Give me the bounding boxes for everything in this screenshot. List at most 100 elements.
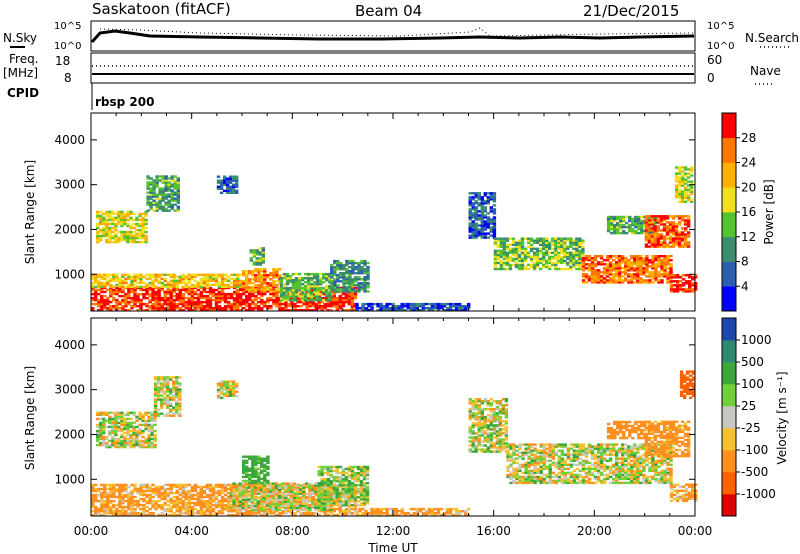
range-cell xyxy=(241,484,245,487)
range-cell xyxy=(118,290,122,294)
range-cell xyxy=(260,282,264,285)
colorbar-tick-label: 20 xyxy=(741,180,756,194)
range-cell xyxy=(239,296,243,300)
range-cell xyxy=(202,505,207,509)
range-cell xyxy=(666,261,670,264)
range-cell xyxy=(238,488,242,491)
range-cell xyxy=(266,286,270,289)
range-cell xyxy=(634,221,638,225)
range-cell xyxy=(477,196,481,199)
range-cell xyxy=(686,241,691,244)
range-cell xyxy=(111,222,115,226)
range-cell xyxy=(133,487,137,491)
range-cell xyxy=(193,279,198,282)
range-cell xyxy=(354,276,358,279)
range-cell xyxy=(394,307,398,310)
range-cell xyxy=(199,292,204,296)
range-cell xyxy=(621,279,625,282)
range-cell xyxy=(151,505,155,509)
range-cell xyxy=(120,222,124,226)
range-cell xyxy=(157,493,161,497)
range-cell xyxy=(302,512,306,515)
range-cell xyxy=(265,496,270,499)
range-cell xyxy=(231,183,236,186)
range-cell xyxy=(363,268,367,271)
range-cell xyxy=(193,483,198,487)
range-cell xyxy=(535,237,540,240)
range-cell xyxy=(554,261,558,265)
range-cell xyxy=(154,298,158,302)
range-cell xyxy=(266,296,270,300)
range-cell xyxy=(569,267,573,271)
range-cell xyxy=(357,270,361,273)
range-cell xyxy=(471,222,475,225)
range-cell xyxy=(245,510,249,513)
range-cell xyxy=(554,253,558,257)
range-cell xyxy=(146,199,150,202)
range-cell xyxy=(523,251,528,254)
range-cell xyxy=(671,215,676,218)
range-cell xyxy=(242,493,246,497)
range-cell xyxy=(593,255,598,258)
range-cell xyxy=(257,284,261,287)
range-cell xyxy=(467,302,471,306)
range-cell xyxy=(148,283,152,287)
range-cell xyxy=(666,267,670,270)
range-cell xyxy=(160,512,164,515)
range-cell xyxy=(293,507,297,511)
range-cell xyxy=(642,263,646,266)
range-cell xyxy=(199,279,204,282)
range-cell xyxy=(344,512,349,515)
range-cell xyxy=(235,508,239,511)
range-cell xyxy=(160,296,164,300)
range-cell xyxy=(208,283,213,287)
range-cell xyxy=(232,506,236,509)
range-cell xyxy=(578,265,582,269)
range-cell xyxy=(313,295,317,298)
range-cell xyxy=(211,485,216,489)
range-cell xyxy=(118,277,122,280)
range-cell xyxy=(211,495,216,499)
range-cell xyxy=(317,300,321,304)
range-cell xyxy=(348,280,352,283)
range-cell xyxy=(290,300,294,304)
range-cell xyxy=(303,297,308,300)
range-cell xyxy=(229,294,234,298)
range-cell xyxy=(348,261,352,265)
range-cell xyxy=(94,296,98,300)
range-cell xyxy=(305,309,309,312)
range-cell xyxy=(599,271,604,274)
range-cell xyxy=(160,309,164,312)
range-cell xyxy=(683,190,688,193)
range-cell xyxy=(297,289,302,292)
range-cell xyxy=(694,286,698,289)
range-cell xyxy=(235,500,239,503)
range-cell xyxy=(313,281,317,284)
range-cell xyxy=(202,309,207,312)
range-cell xyxy=(370,305,374,308)
range-cell xyxy=(319,283,323,286)
range-cell xyxy=(342,268,346,271)
range-cell xyxy=(109,499,113,503)
range-cell xyxy=(269,290,273,293)
range-cell xyxy=(656,219,661,222)
range-cell xyxy=(121,487,125,491)
range-cell xyxy=(662,219,667,222)
range-cell xyxy=(602,267,607,270)
range-cell xyxy=(181,294,185,298)
range-cell xyxy=(94,510,98,513)
range-cell xyxy=(326,482,330,485)
range-cell xyxy=(306,299,311,302)
range-cell xyxy=(277,508,282,511)
range-cell xyxy=(694,274,698,277)
range-cell xyxy=(269,296,273,300)
range-cell xyxy=(254,268,258,271)
range-cell xyxy=(502,257,507,261)
range-cell xyxy=(166,495,170,499)
range-cell xyxy=(135,232,139,236)
range-cell xyxy=(587,257,592,260)
range-cell xyxy=(154,290,158,294)
range-cell xyxy=(323,512,327,515)
range-cell xyxy=(163,487,167,491)
range-cell xyxy=(148,298,152,302)
